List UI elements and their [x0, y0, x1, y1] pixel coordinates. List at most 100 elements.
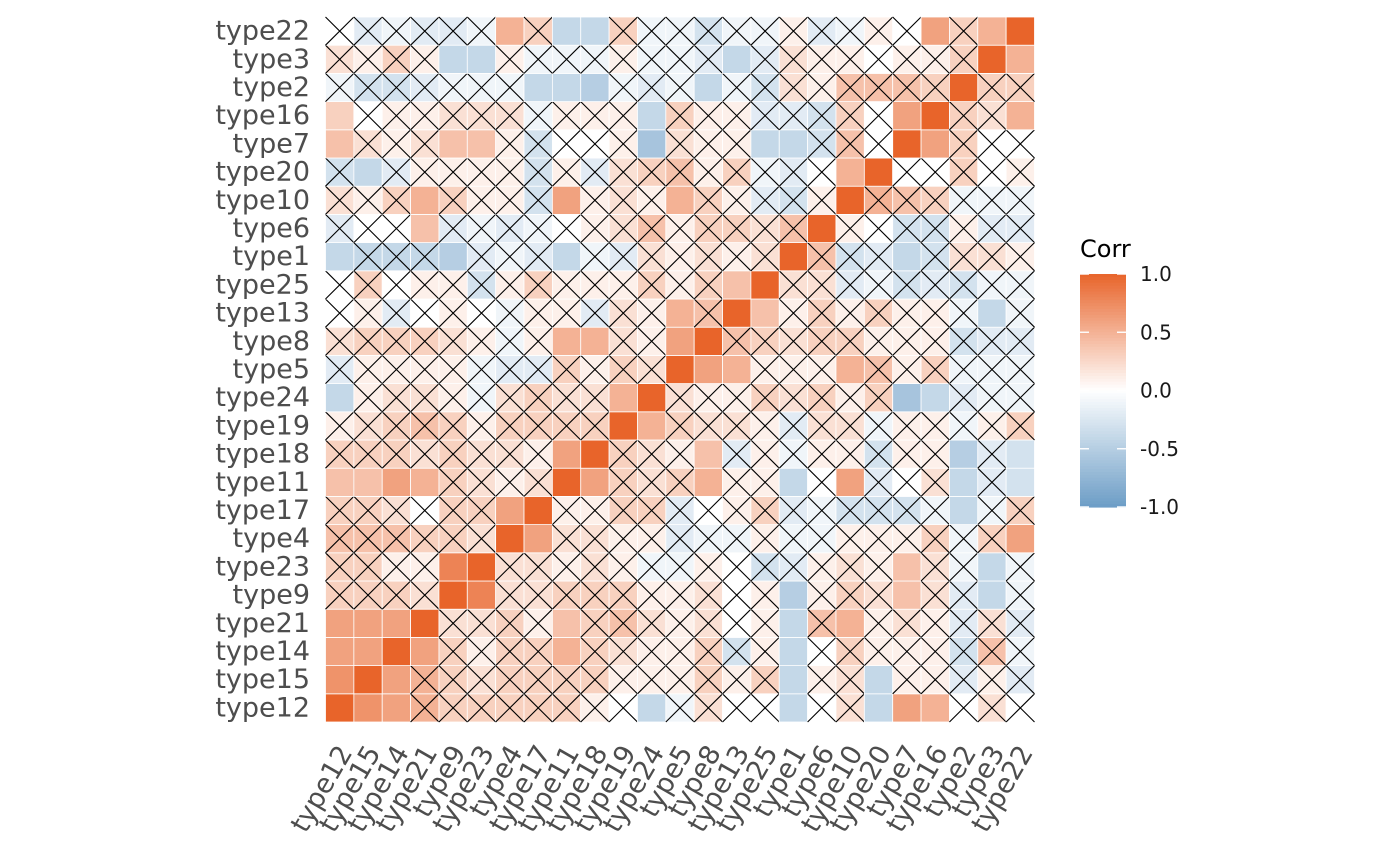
non-significant-cross: [665, 44, 695, 74]
heatmap-cell: [410, 467, 440, 497]
heatmap-cell: [438, 552, 468, 582]
non-significant-cross: [1005, 608, 1035, 638]
non-significant-cross: [325, 496, 355, 525]
non-significant-cross: [637, 552, 667, 582]
non-significant-cross: [665, 580, 695, 610]
non-significant-cross: [495, 552, 525, 582]
heatmap-cell: [438, 129, 468, 159]
non-significant-cross: [608, 665, 638, 695]
legend-color-step: [1080, 422, 1126, 427]
non-significant-cross: [438, 355, 468, 384]
non-significant-cross: [722, 326, 752, 356]
non-significant-cross: [807, 326, 837, 356]
non-significant-cross: [863, 101, 894, 131]
heatmap-cell: [892, 101, 922, 131]
non-significant-cross: [665, 524, 695, 554]
non-significant-cross: [863, 129, 894, 159]
non-significant-cross: [693, 580, 723, 610]
heatmap-cell: [693, 467, 723, 497]
y-tick-label: type23: [215, 551, 310, 582]
non-significant-cross: [949, 101, 979, 131]
non-significant-cross: [949, 270, 979, 300]
non-significant-cross: [410, 411, 440, 441]
non-significant-cross: [495, 411, 525, 441]
heatmap-cell: [551, 326, 582, 356]
non-significant-cross: [381, 242, 411, 272]
legend-color-step: [1080, 282, 1126, 287]
non-significant-cross: [637, 298, 667, 328]
heatmap-cell: [438, 44, 468, 74]
non-significant-cross: [325, 185, 355, 215]
non-significant-cross: [722, 693, 752, 723]
y-tick-label: type10: [215, 185, 310, 216]
non-significant-cross: [580, 608, 610, 638]
non-significant-cross: [1005, 214, 1035, 243]
heatmap-cell: [665, 298, 695, 328]
heatmap-cell: [353, 157, 383, 187]
non-significant-cross: [466, 637, 497, 666]
heatmap-cell: [920, 16, 950, 46]
non-significant-cross: [835, 496, 865, 525]
non-significant-cross: [466, 298, 497, 328]
non-significant-cross: [835, 242, 865, 272]
heatmap-cell: [665, 185, 695, 215]
non-significant-cross: [410, 355, 440, 384]
non-significant-cross: [466, 383, 497, 413]
non-significant-cross: [325, 580, 355, 610]
non-significant-cross: [608, 73, 638, 102]
heatmap-cell: [863, 693, 894, 723]
non-significant-cross: [608, 467, 638, 497]
non-significant-cross: [381, 16, 411, 46]
non-significant-cross: [750, 637, 780, 666]
non-significant-cross: [835, 552, 865, 582]
heatmap-cell: [580, 467, 610, 497]
legend-color-step: [1080, 294, 1126, 298]
heatmap-cell: [410, 637, 440, 667]
non-significant-cross: [381, 270, 411, 300]
legend-color-step: [1080, 276, 1126, 281]
non-significant-cross: [863, 439, 894, 469]
legend-color-step: [1080, 393, 1126, 397]
non-significant-cross: [495, 439, 525, 469]
heatmap-cell: [353, 665, 383, 695]
y-tick-label: type6: [233, 213, 311, 244]
non-significant-cross: [381, 129, 411, 159]
legend-color-step: [1080, 340, 1126, 345]
non-significant-cross: [863, 411, 894, 441]
legend-color-step: [1080, 489, 1126, 494]
non-significant-cross: [523, 16, 553, 46]
heatmap-cell: [750, 129, 780, 159]
legend-color-step: [1080, 460, 1126, 464]
non-significant-cross: [892, 73, 922, 102]
heatmap-cell: [1005, 44, 1035, 74]
non-significant-cross: [466, 270, 497, 300]
non-significant-cross: [495, 467, 525, 497]
non-significant-cross: [523, 298, 553, 328]
non-significant-cross: [920, 242, 950, 272]
legend-color-step: [1080, 410, 1126, 415]
non-significant-cross: [608, 580, 638, 610]
legend-color-step: [1080, 419, 1126, 424]
non-significant-cross: [750, 44, 780, 74]
heatmap-cell: [835, 185, 865, 215]
non-significant-cross: [920, 270, 950, 300]
non-significant-cross: [977, 608, 1007, 638]
legend-color-step: [1080, 367, 1126, 371]
non-significant-cross: [835, 637, 865, 666]
heatmap-cell: [466, 580, 497, 610]
heatmap-cell: [325, 665, 355, 695]
non-significant-cross: [892, 608, 922, 638]
heatmap-cell: [325, 693, 355, 723]
legend-color-step: [1080, 407, 1126, 412]
heatmap-cell: [523, 73, 553, 103]
non-significant-cross: [325, 524, 355, 554]
non-significant-cross: [381, 326, 411, 356]
non-significant-cross: [977, 326, 1007, 356]
non-significant-cross: [693, 270, 723, 300]
non-significant-cross: [665, 157, 695, 187]
non-significant-cross: [778, 411, 809, 441]
non-significant-cross: [523, 214, 553, 243]
non-significant-cross: [551, 355, 582, 384]
non-significant-cross: [778, 496, 809, 525]
non-significant-cross: [949, 214, 979, 243]
